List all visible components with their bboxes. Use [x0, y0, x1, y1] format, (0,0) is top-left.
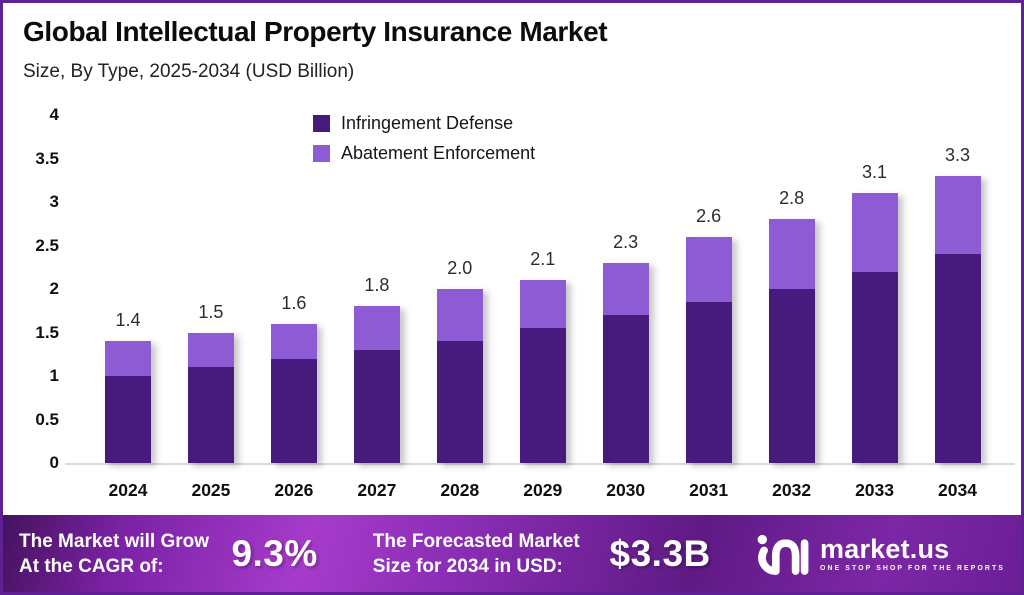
y-axis-tick-2: 2 — [49, 279, 59, 298]
bar-2033 — [851, 193, 898, 463]
cagr-label: The Market will Grow At the CAGR of: — [19, 530, 210, 577]
bar-segment-abatement-enforcement — [353, 306, 400, 350]
footer-banner: The Market will Grow At the CAGR of: 9.3… — [3, 515, 1021, 592]
bar-segment-infringement-defense — [768, 288, 815, 463]
x-axis-label-2027: 2027 — [357, 480, 397, 500]
brand-tagline: ONE STOP SHOP FOR THE REPORTS — [820, 565, 1005, 572]
bar-2031 — [685, 236, 732, 463]
x-axis-label-2025: 2025 — [191, 480, 231, 500]
y-axis-tick-1.5: 1.5 — [35, 322, 59, 342]
y-axis-tick-4: 4 — [49, 105, 59, 124]
y-axis-tick-1: 1 — [49, 366, 59, 385]
bar-segment-abatement-enforcement — [602, 262, 649, 316]
x-axis-label-2026: 2026 — [274, 480, 314, 500]
market-us-icon — [757, 534, 809, 575]
legend-item-infringement-defense: Infringement Defense — [313, 113, 535, 134]
bar-segment-infringement-defense — [685, 302, 732, 463]
y-axis-tick-2.5: 2.5 — [35, 235, 59, 255]
bar-segment-infringement-defense — [602, 315, 649, 463]
chart-legend: Infringement Defense Abatement Enforceme… — [313, 113, 535, 173]
bar-2024 — [105, 341, 151, 463]
bar-2025 — [187, 332, 234, 463]
bar-total-label-2027: 1.8 — [364, 275, 390, 296]
bar-2028 — [436, 289, 483, 463]
stacked-bar-chart: 0 0.5 1 1.5 2 2.5 3 3.5 4 1.4 2024 1.5 2025 1.6 2026 1.… — [3, 3, 1021, 592]
bar-segment-abatement-enforcement — [436, 289, 483, 342]
bar-segment-abatement-enforcement — [187, 332, 234, 368]
x-axis-label-2028: 2028 — [440, 480, 480, 500]
bar-segment-infringement-defense — [187, 367, 234, 463]
x-axis-label-2032: 2032 — [772, 480, 812, 500]
forecast-label: The Forecasted Market Size for 2034 in U… — [372, 530, 580, 577]
bar-2032 — [768, 219, 815, 463]
bar-segment-abatement-enforcement — [519, 280, 566, 329]
x-axis-label-2034: 2034 — [938, 480, 977, 500]
y-axis-tick-0.5: 0.5 — [35, 409, 59, 429]
y-axis-tick-3.5: 3.5 — [35, 148, 59, 168]
brand-name: market.us — [820, 534, 950, 564]
bar-segment-infringement-defense — [934, 254, 981, 463]
x-axis-line — [65, 463, 1015, 465]
bar-total-label-2032: 2.8 — [779, 188, 805, 209]
bar-segment-abatement-enforcement — [851, 193, 898, 272]
legend-swatch-dark-purple — [313, 115, 330, 132]
bar-segment-abatement-enforcement — [270, 323, 317, 359]
x-axis-label-2030: 2030 — [606, 480, 646, 500]
bar-total-label-2029: 2.1 — [530, 249, 556, 270]
bar-total-label-2031: 2.6 — [696, 205, 722, 226]
bar-2027 — [353, 306, 400, 463]
page-subtitle: Size, By Type, 2025-2034 (USD Billion) — [23, 61, 355, 82]
y-axis-tick-0: 0 — [49, 453, 59, 472]
page-title: Global Intellectual Property Insurance M… — [23, 16, 608, 47]
y-axis-tick-3: 3 — [49, 192, 59, 211]
bar-segment-abatement-enforcement — [768, 219, 815, 289]
x-axis-label-2033: 2033 — [855, 480, 895, 500]
bar-segment-infringement-defense — [105, 375, 151, 463]
bar-2029 — [519, 280, 566, 463]
bar-segment-infringement-defense — [851, 271, 898, 463]
bar-segment-infringement-defense — [519, 328, 566, 463]
bar-total-label-2026: 1.6 — [281, 292, 307, 313]
bar-total-label-2028: 2.0 — [447, 258, 473, 278]
legend-swatch-light-purple — [313, 145, 330, 162]
x-axis-label-2024: 2024 — [108, 480, 148, 500]
x-axis-label-2029: 2029 — [523, 480, 563, 500]
bar-segment-abatement-enforcement — [934, 175, 981, 255]
bar-total-label-2030: 2.3 — [613, 231, 639, 252]
x-axis-label-2031: 2031 — [689, 480, 729, 500]
legend-item-abatement-enforcement: Abatement Enforcement — [313, 143, 535, 164]
bar-total-label-2034: 3.3 — [944, 144, 971, 165]
bar-total-label-2025: 1.5 — [198, 301, 224, 322]
brand-logo: market.us ONE STOP SHOP FOR THE REPORTS — [756, 531, 1005, 577]
forecast-value: $3.3B — [609, 532, 711, 574]
cagr-value: 9.3% — [231, 532, 318, 574]
legend-label: Abatement Enforcement — [341, 143, 536, 163]
bar-total-label-2033: 3.1 — [862, 162, 888, 183]
bar-segment-infringement-defense — [436, 341, 483, 463]
bar-segment-infringement-defense — [353, 349, 400, 463]
bar-total-label-2024: 1.4 — [115, 310, 141, 331]
legend-label: Infringement Defense — [341, 113, 514, 133]
bar-2030 — [602, 262, 649, 463]
bar-segment-abatement-enforcement — [105, 341, 151, 376]
bar-segment-abatement-enforcement — [685, 236, 732, 303]
bar-2034 — [934, 175, 981, 463]
bar-2026 — [270, 323, 317, 463]
bar-segment-infringement-defense — [270, 358, 317, 463]
